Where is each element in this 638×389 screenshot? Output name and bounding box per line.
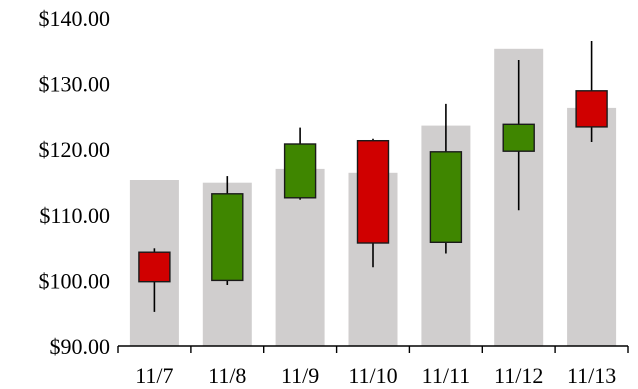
candle-body-up xyxy=(502,123,535,152)
candle-body-down xyxy=(138,251,171,283)
candle-body-up xyxy=(429,151,463,244)
y-tick-label: $90.00 xyxy=(50,334,111,359)
x-tick-label: 11/7 xyxy=(135,363,173,388)
tick-labels: $90.00 $100.00 $110.00 $120.00 $130.00 $140.0… xyxy=(39,6,617,388)
x-tick-label: 11/10 xyxy=(348,363,397,388)
x-tick-label: 11/8 xyxy=(208,363,246,388)
candle-body-up xyxy=(211,193,244,282)
y-tick-label: $100.00 xyxy=(39,268,111,293)
axes xyxy=(117,345,629,353)
candles xyxy=(138,41,608,312)
candle-body-down xyxy=(575,90,608,128)
y-tick-label: $140.00 xyxy=(39,6,111,31)
candle-body-up xyxy=(283,143,317,199)
candle-body-down xyxy=(356,139,390,244)
x-tick-label: 11/11 xyxy=(422,363,470,388)
x-tick-label: 11/12 xyxy=(494,363,543,388)
y-tick-label: $120.00 xyxy=(39,137,111,162)
y-tick-label: $110.00 xyxy=(39,203,110,228)
y-tick-label: $130.00 xyxy=(39,72,111,97)
x-tick-label: 11/9 xyxy=(281,363,319,388)
volume-bar xyxy=(567,107,617,347)
x-tick-label: 11/13 xyxy=(567,363,616,388)
